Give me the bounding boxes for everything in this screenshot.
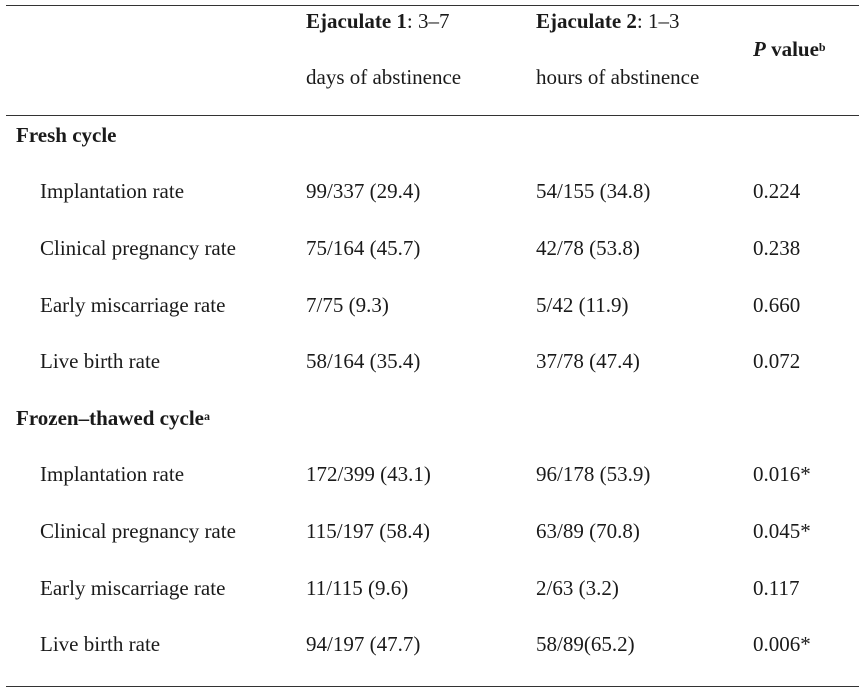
cell-p-value: 0.072 bbox=[753, 349, 801, 373]
cell-ejaculate-1: 99/337 (29.4) bbox=[306, 179, 421, 203]
header-p-footnote-mark: b bbox=[818, 40, 826, 54]
cell-ejaculate-2: 96/178 (53.9) bbox=[536, 462, 651, 486]
cell-ejaculate-2: 54/155 (34.8) bbox=[536, 179, 651, 203]
cell-ejaculate-2: 58/89(65.2) bbox=[536, 632, 635, 656]
cell-p-value: 0.238 bbox=[753, 236, 801, 260]
header-ejaculate-2-title: Ejaculate 2 bbox=[536, 9, 637, 33]
row-label: Early miscarriage rate bbox=[40, 293, 226, 317]
header-ejaculate-2-range: : 1–3 bbox=[636, 9, 680, 33]
row-label: Live birth rate bbox=[40, 349, 161, 373]
header-ejaculate-2-subtitle: hours of abstinence bbox=[536, 65, 700, 89]
cell-p-value: 0.006* bbox=[753, 632, 811, 656]
header-p-letter: P bbox=[753, 37, 766, 61]
cell-ejaculate-2: 2/63 (3.2) bbox=[536, 576, 619, 600]
cell-ejaculate-1: 11/115 (9.6) bbox=[306, 576, 409, 600]
cell-ejaculate-2: 63/89 (70.8) bbox=[536, 519, 640, 543]
cell-ejaculate-1: 172/399 (43.1) bbox=[306, 462, 431, 486]
row-label: Implantation rate bbox=[40, 462, 185, 486]
cell-ejaculate-2: 42/78 (53.8) bbox=[536, 236, 640, 260]
row-label: Early miscarriage rate bbox=[40, 576, 226, 600]
table-header-rule bbox=[6, 115, 859, 116]
cell-ejaculate-2: 37/78 (47.4) bbox=[536, 349, 640, 373]
cell-p-value: 0.224 bbox=[753, 179, 801, 203]
cell-ejaculate-2: 5/42 (11.9) bbox=[536, 293, 629, 317]
section-title-fresh-cycle: Fresh cycle bbox=[16, 123, 117, 147]
table-bottom-rule bbox=[6, 686, 859, 687]
cell-p-value: 0.660 bbox=[753, 293, 801, 317]
cell-ejaculate-1: 7/75 (9.3) bbox=[306, 293, 389, 317]
row-label: Implantation rate bbox=[40, 179, 185, 203]
header-ejaculate-1: Ejaculate 1: 3–7 bbox=[306, 9, 450, 33]
header-ejaculate-1-subtitle: days of abstinence bbox=[306, 65, 462, 89]
cell-ejaculate-1: 58/164 (35.4) bbox=[306, 349, 421, 373]
cell-p-value: 0.016* bbox=[753, 462, 811, 486]
header-ejaculate-1-title: Ejaculate 1 bbox=[306, 9, 407, 33]
row-label: Clinical pregnancy rate bbox=[40, 519, 236, 543]
table-top-rule bbox=[6, 5, 859, 6]
header-value-word: value bbox=[765, 37, 819, 61]
cell-p-value: 0.117 bbox=[753, 576, 800, 600]
row-label: Live birth rate bbox=[40, 632, 161, 656]
header-p-value: P valueb bbox=[753, 37, 826, 61]
row-label: Clinical pregnancy rate bbox=[40, 236, 236, 260]
cell-ejaculate-1: 115/197 (58.4) bbox=[306, 519, 431, 543]
cell-ejaculate-1: 94/197 (47.7) bbox=[306, 632, 421, 656]
cell-p-value: 0.045* bbox=[753, 519, 811, 543]
cell-ejaculate-1: 75/164 (45.7) bbox=[306, 236, 421, 260]
section-title-frozen-thawed-cycle: Frozen–thawed cyclea bbox=[16, 406, 210, 430]
header-ejaculate-2: Ejaculate 2: 1–3 bbox=[536, 9, 680, 33]
header-ejaculate-1-range: : 3–7 bbox=[406, 9, 450, 33]
section-footnote-mark: a bbox=[203, 409, 210, 423]
